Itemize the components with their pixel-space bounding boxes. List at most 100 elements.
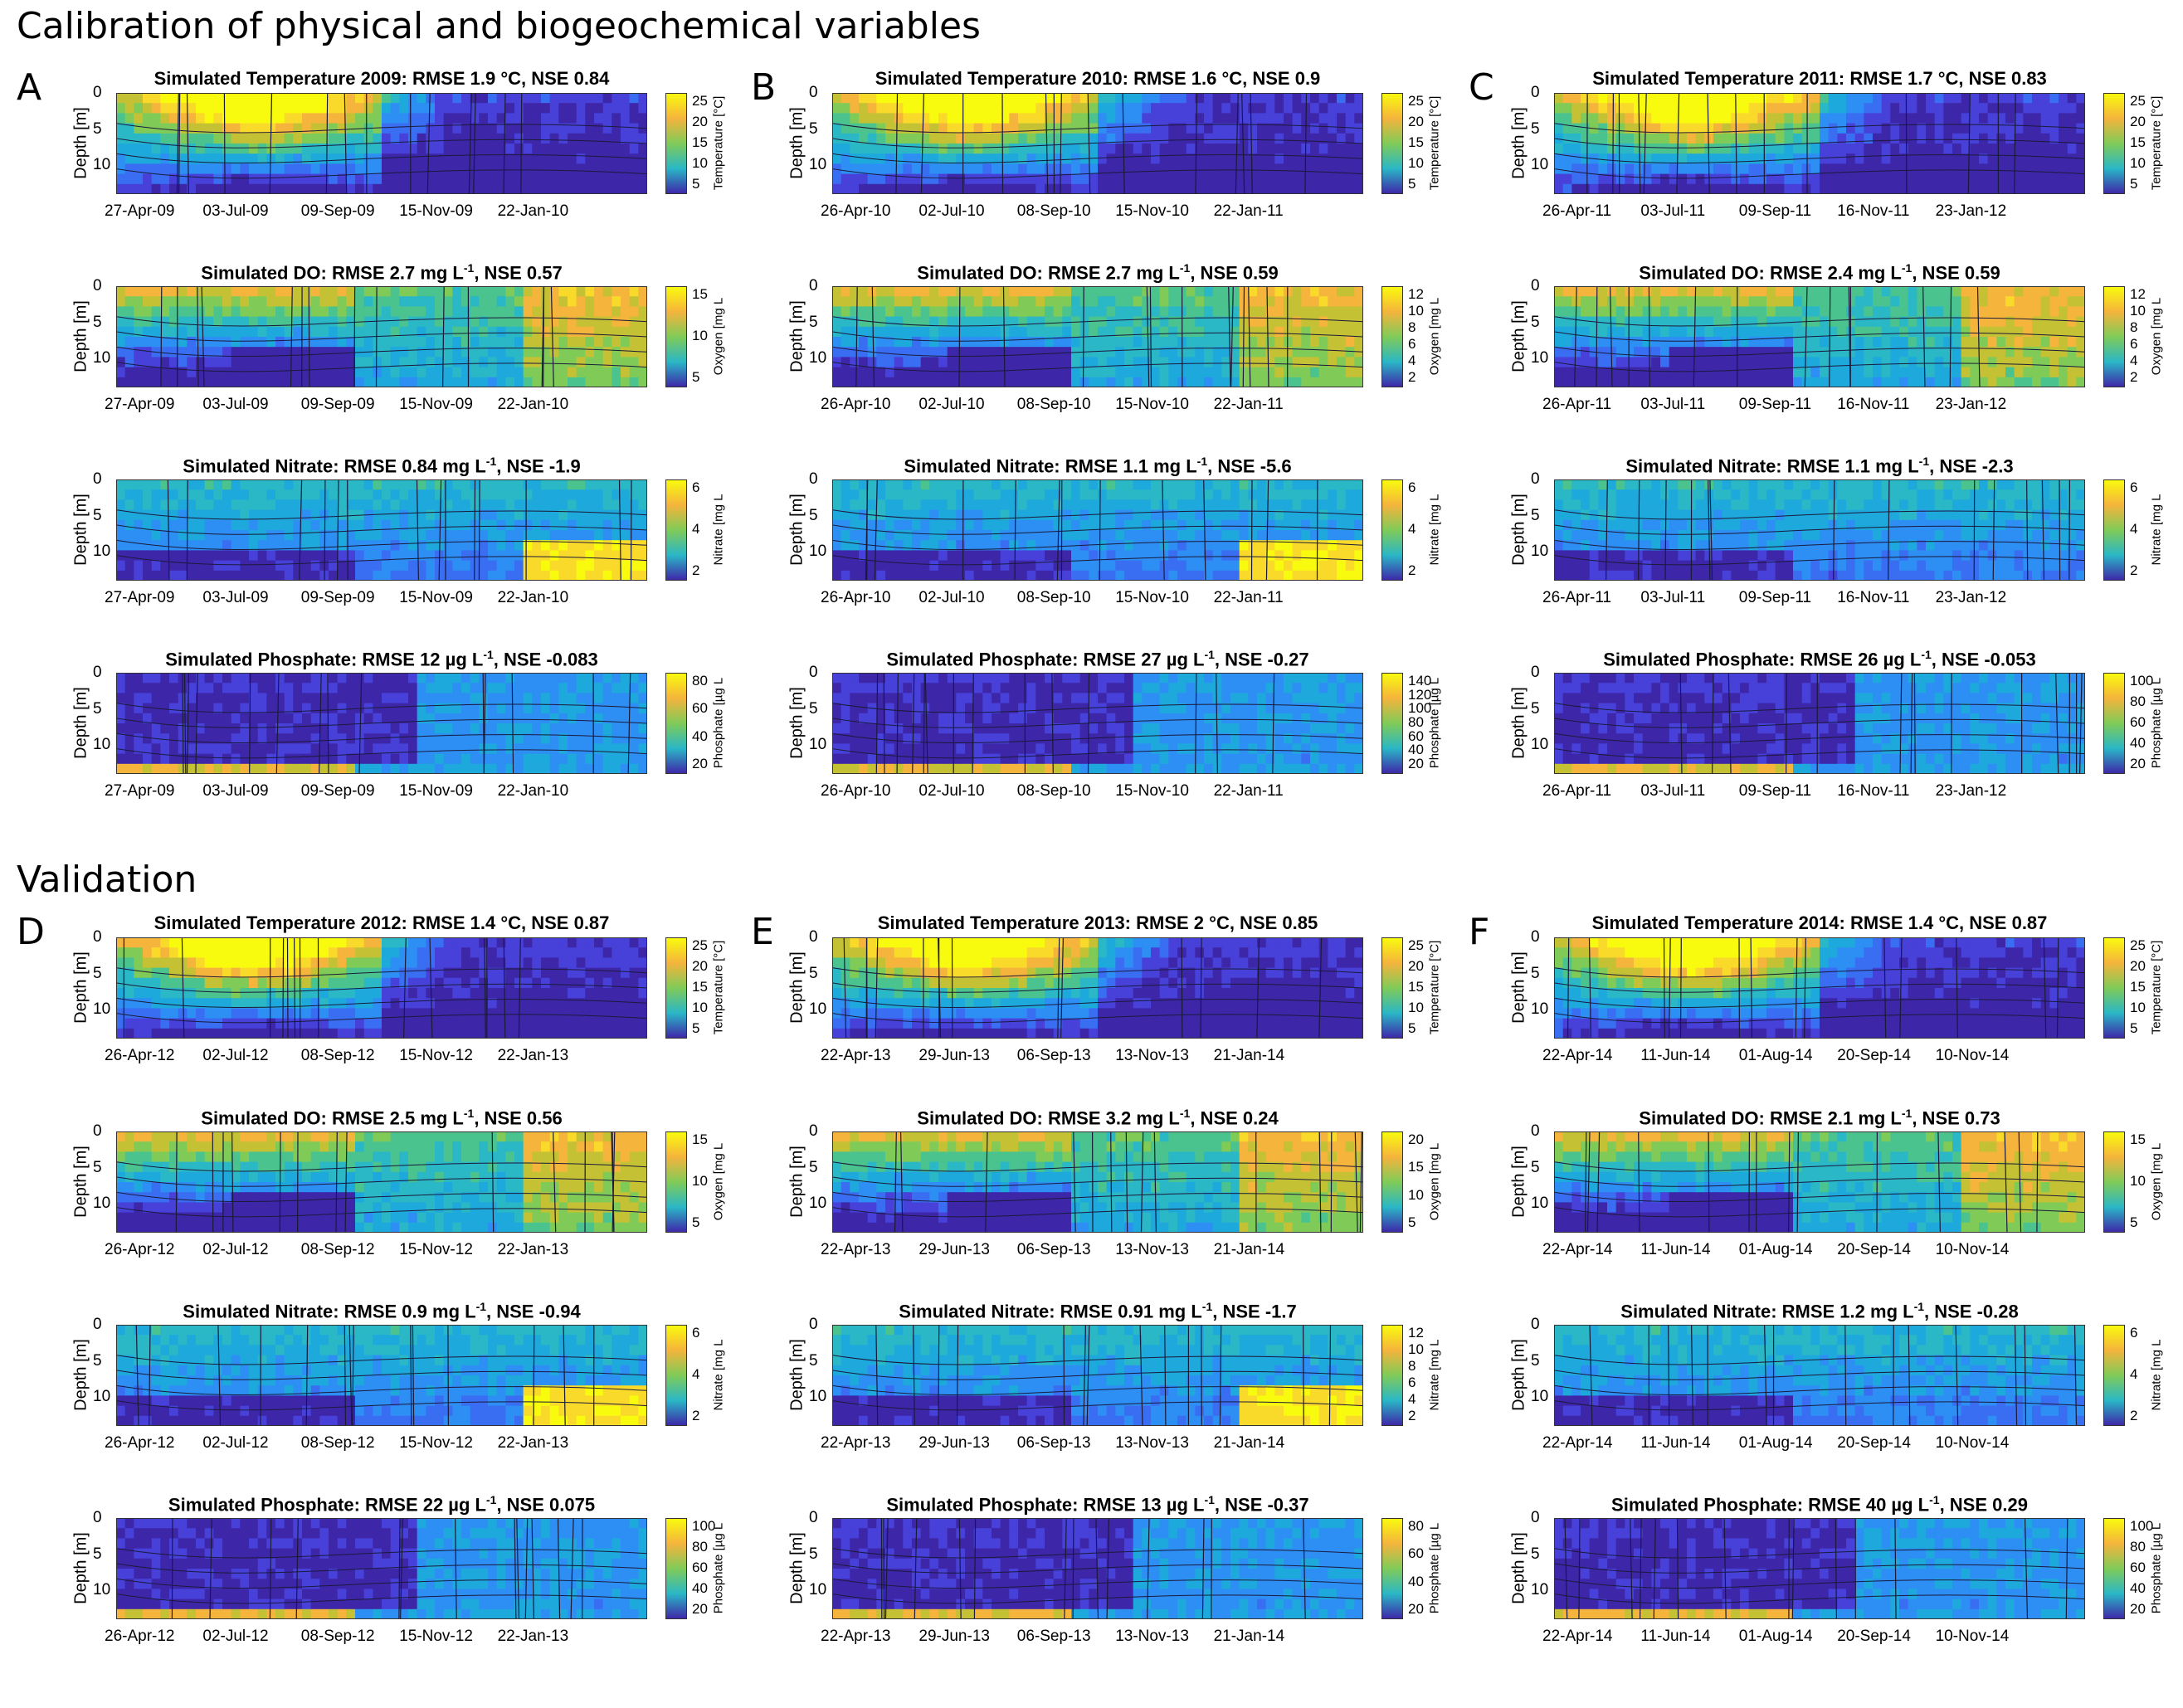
y-axis-label: Depth [m] [71,687,90,759]
colorbar-label: Phosphate [µg L [711,677,726,769]
x-tick-label: 26-Apr-12 [105,1434,175,1452]
colorbar [1381,1518,1403,1619]
contour-line [1272,673,1275,774]
x-tick-label: 03-Jul-11 [1640,202,1706,220]
title-superscript: -1 [1913,1300,1925,1313]
colorbar-tick-label: 5 [1408,176,1416,192]
plot-title: Simulated Temperature 2010: RMSE 1.6 °C,… [875,68,1321,89]
y-tick-label: 5 [93,1351,102,1370]
x-tick-label: 23-Jan-12 [1935,782,2007,800]
contour-line [1574,286,1577,387]
contour-line [511,673,514,774]
colorbar-tick-label: 2 [692,1408,700,1423]
x-tick-label: 22-Apr-14 [1542,1241,1613,1258]
contour-line [1596,1131,1601,1233]
contour-line [116,1563,647,1574]
colorbar-tick-label: 20 [692,114,708,129]
contour-line [447,1325,449,1426]
panel-letter-f: F [1469,911,1490,953]
y-tick-label: 5 [809,964,818,982]
contour-line [160,286,163,387]
contour-line [1883,937,1887,1039]
colorbar-gradient [2103,1518,2125,1619]
contour-line [1554,168,2085,179]
contour-line [175,1131,178,1233]
section-title-calibration: Calibration of physical and biogeochemic… [17,5,981,47]
x-tick-label: 26-Apr-10 [821,202,891,220]
x-tick-label: 22-Apr-14 [1542,1628,1613,1645]
colorbar-label: Temperature [°C] [711,940,726,1035]
colorbar [665,93,687,194]
y-axis-label: Depth [m] [1509,300,1528,372]
x-tick-label: 13-Nov-13 [1115,1047,1189,1064]
contour-line [1554,1563,2085,1574]
heatmap-plot-do [832,1131,1363,1233]
x-tick-label: 29-Jun-13 [919,1241,990,1258]
contour-line [483,673,486,774]
colorbar-label: Temperature [°C] [711,95,726,191]
title-text: Simulated DO: RMSE 2.4 mg L [1639,262,1902,284]
heatmap-plot-nitrate [116,479,647,581]
heatmap-plot-nitrate [832,479,1363,581]
contour-line [2073,1325,2078,1426]
plot-title: Simulated Phosphate: RMSE 26 µg L-1, NSE… [1546,648,2093,670]
colorbar-tick-label: 12 [1408,1325,1424,1341]
contour-line [1967,93,1971,194]
plot-frame [116,1518,647,1619]
panel-letter-a: A [17,66,42,109]
contour-line [116,1578,647,1589]
plot-frame [1554,673,2085,774]
colorbar-tick-label: 2 [1408,369,1416,385]
x-tick-label: 27-Apr-09 [105,782,175,800]
colorbar-tick-label: 10 [692,1000,708,1015]
contour-line [249,673,251,774]
contour-line [335,1131,338,1233]
contour-line [116,362,647,372]
heatmap-field [832,93,1363,194]
title-superscript: -1 [1204,648,1215,661]
title-superscript: -1 [1179,261,1191,275]
contour-line [832,168,1363,179]
title-text: Simulated Phosphate: RMSE 13 µg L [886,1494,1205,1516]
contour-line [178,93,181,194]
contour-line [231,1131,234,1233]
colorbar-tick-label: 6 [692,479,700,495]
colorbar [1381,673,1403,774]
y-tick-label: 5 [1531,699,1540,718]
contour-line [1060,93,1062,194]
title-text: Simulated DO: RMSE 2.1 mg L [1639,1107,1902,1129]
colorbar [2103,1131,2125,1233]
colorbar-tick-label: 5 [692,369,700,385]
title-text: Simulated Phosphate: RMSE 27 µg L [886,649,1205,670]
y-tick-label: 0 [93,1316,102,1333]
x-tick-label: 22-Jan-11 [1213,396,1284,413]
x-tick-label: 08-Sep-12 [300,1628,375,1645]
contour-line [1248,286,1251,387]
contour-line [183,673,187,774]
contour-line [412,1325,415,1426]
y-tick-label: 0 [1531,1122,1540,1140]
colorbar-tick-label: 40 [2130,735,2146,751]
colorbar [2103,286,2125,387]
y-tick-label: 0 [93,1122,102,1140]
contour-line [336,479,339,581]
contour-line [516,1518,520,1619]
contour-line [410,1325,412,1426]
x-tick-label: 02-Jul-10 [919,396,985,413]
x-tick-label: 09-Sep-11 [1738,589,1812,606]
colorbar-gradient [1381,1131,1403,1233]
contour-line [116,703,647,713]
contour-line [832,1207,1363,1218]
contour-line [1679,937,1682,1039]
contour-line [1554,539,2085,551]
plot-title: Simulated Nitrate: RMSE 1.2 mg L-1, NSE … [1546,1300,2093,1322]
colorbar-tick-label: 8 [1408,1358,1416,1374]
contour-line [832,1563,1363,1574]
contour-line [442,286,445,387]
colorbar-tick-label: 6 [1408,479,1416,495]
y-axis-label: Depth [m] [1509,494,1528,566]
contour-line [832,1370,1363,1380]
contour-line [116,967,647,978]
contour-line [2018,1131,2022,1233]
colorbar-tick-label: 140 [1408,673,1432,689]
